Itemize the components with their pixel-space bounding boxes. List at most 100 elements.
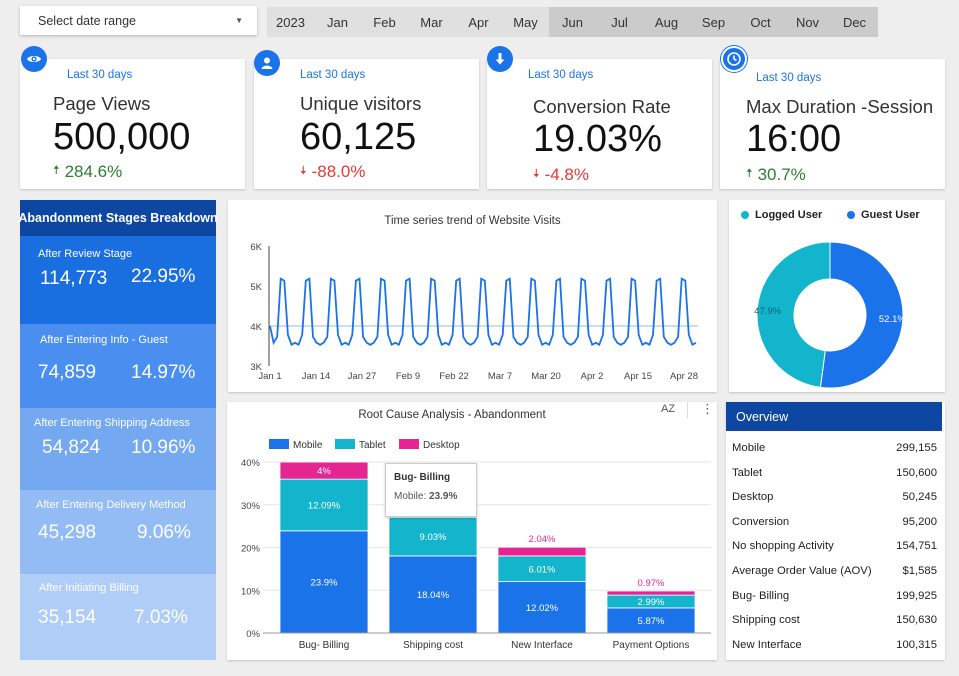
date-range-selector[interactable]: Select date range ▼ — [20, 6, 257, 35]
donut-label: 52.1% — [879, 314, 906, 325]
month-dec[interactable]: Dec — [831, 7, 878, 37]
legend-dot — [741, 211, 749, 219]
month-oct[interactable]: Oct — [737, 7, 784, 37]
legend-swatch-tablet[interactable] — [335, 439, 355, 449]
overview-value: 150,600 — [896, 466, 937, 479]
stage-after-initiating-billing: After Initiating Billing 35,154 7.03% — [20, 574, 216, 660]
overview-label: Tablet — [732, 466, 763, 479]
bar-tablet-2[interactable] — [497, 555, 587, 583]
kpi-title: Conversion Rate — [533, 96, 671, 117]
kpi-value: 60,125 — [300, 116, 417, 158]
bar-data-label: 5.87% — [638, 616, 665, 627]
month-mar[interactable]: Mar — [408, 7, 455, 37]
kpi-change-value: 284.6% — [64, 161, 123, 181]
overview-value: 50,245 — [902, 491, 937, 504]
bar-data-label: 23.9% — [311, 577, 338, 588]
kpi-card-unique-visitors — [254, 59, 479, 189]
x-tick-label: Apr 28 — [670, 371, 698, 382]
kpi-period: Last 30 days — [67, 69, 133, 81]
kpi-period: Last 30 days — [300, 69, 366, 81]
abandonment-stages-panel: Abandonment Stages Breakdown After Revie… — [18, 200, 218, 660]
y-tick-label: 30% — [241, 501, 261, 512]
tooltip-value: 23.9% — [429, 491, 458, 502]
legend-label-desktop: Desktop — [423, 440, 460, 451]
x-tick-label: Jan 27 — [348, 371, 377, 382]
arrow-up-icon: 🠅 — [746, 166, 753, 180]
stage-percent: 10.96% — [131, 437, 196, 458]
month-may[interactable]: May — [502, 7, 549, 37]
x-tick-label: Mar 20 — [531, 371, 561, 382]
bar-desktop-2[interactable] — [497, 546, 587, 557]
stage-after-shipping-address: After Entering Shipping Address 54,824 1… — [20, 408, 216, 490]
month-jun[interactable]: Jun — [549, 7, 596, 37]
arrow-down-circle-icon — [487, 46, 513, 72]
overview-label: Shipping cost — [732, 614, 800, 627]
kpi-change: 🠅 284.6% — [53, 161, 122, 182]
bar-data-label: 12.09% — [308, 500, 341, 511]
bar-data-label: 0.97% — [638, 578, 665, 589]
root-cause-title: Root Cause Analysis - Abandonment — [358, 409, 546, 421]
month-jul[interactable]: Jul — [596, 7, 643, 37]
month-aug[interactable]: Aug — [643, 7, 690, 37]
tooltip-body: Mobile: 23.9% — [394, 491, 476, 502]
y-tick-label: 0% — [246, 629, 260, 640]
more-options-icon[interactable]: ⋮ — [701, 401, 714, 416]
kpi-change: 🠇 -4.8% — [533, 164, 589, 185]
bar-desktop-0[interactable] — [279, 461, 369, 480]
month-nov[interactable]: Nov — [784, 7, 831, 37]
stage-name: After Review Stage — [38, 248, 133, 260]
bar-data-label: 9.03% — [420, 532, 447, 543]
donut-slice-logged-user[interactable] — [756, 241, 831, 388]
x-tick-label: Feb 9 — [396, 371, 420, 382]
user-type-donut: 52.1% 47.9% — [754, 241, 906, 389]
overview-value: 199,925 — [896, 589, 937, 602]
caret-down-icon: ▼ — [235, 16, 243, 25]
y-tick-label: 20% — [241, 544, 261, 555]
donut-slice-guest-user[interactable] — [819, 241, 904, 389]
stage-name: After Entering Delivery Method — [36, 499, 186, 511]
sort-az-icon[interactable]: AZ — [661, 403, 676, 415]
overview-value: 299,155 — [896, 442, 937, 454]
month-sep[interactable]: Sep — [690, 7, 737, 37]
legend-swatch-mobile[interactable] — [269, 439, 289, 449]
bar-tablet-1[interactable] — [388, 516, 478, 557]
arrow-down-icon: 🠇 — [533, 166, 540, 180]
month-jan[interactable]: Jan — [314, 7, 361, 37]
tooltip-title: Bug- Billing — [394, 472, 451, 483]
bar-mobile-1[interactable] — [388, 555, 478, 634]
month-apr[interactable]: Apr — [455, 7, 502, 37]
bar-mobile-0[interactable] — [279, 530, 369, 634]
overview-label: New Interface — [732, 638, 802, 651]
bar-tablet-0[interactable] — [279, 478, 369, 532]
kpi-title: Max Duration -Session — [746, 96, 934, 117]
kpi-change: 🠇 -88.0% — [300, 161, 365, 182]
user-type-donut-card: Logged User Guest User 52.1% 47.9% — [729, 200, 945, 392]
overview-label: Conversion — [732, 515, 790, 528]
overview-value: 95,200 — [902, 515, 937, 528]
legend-label: Logged User — [755, 209, 823, 221]
legend-label-mobile: Mobile — [293, 440, 323, 451]
arrow-up-icon: 🠅 — [53, 163, 60, 177]
month-2023[interactable]: 2023 — [267, 7, 314, 37]
arrow-down-icon: 🠇 — [300, 163, 307, 177]
x-tick-label: Jan 1 — [258, 371, 281, 382]
eye-icon — [21, 46, 47, 72]
y-tick-label: 5K — [250, 282, 262, 293]
kpi-value: 19.03% — [533, 118, 662, 160]
x-tick-label: Bug- Billing — [299, 640, 350, 651]
bar-data-label: 2.99% — [638, 597, 665, 608]
stage-percent: 9.06% — [137, 522, 191, 543]
overview-label: Desktop — [732, 491, 774, 504]
person-icon — [254, 50, 280, 76]
kpi-change-value: -88.0% — [311, 161, 366, 181]
legend-swatch-desktop[interactable] — [399, 439, 419, 449]
kpi-title: Unique visitors — [300, 93, 422, 114]
month-feb[interactable]: Feb — [361, 7, 408, 37]
bar-mobile-2[interactable] — [497, 581, 587, 634]
bar-desktop-3[interactable] — [606, 590, 696, 596]
legend-guest-user[interactable]: Guest User — [847, 209, 920, 221]
x-tick-label: Mar 7 — [488, 371, 512, 382]
legend-logged-user[interactable]: Logged User — [741, 209, 822, 221]
visits-line — [269, 277, 697, 346]
